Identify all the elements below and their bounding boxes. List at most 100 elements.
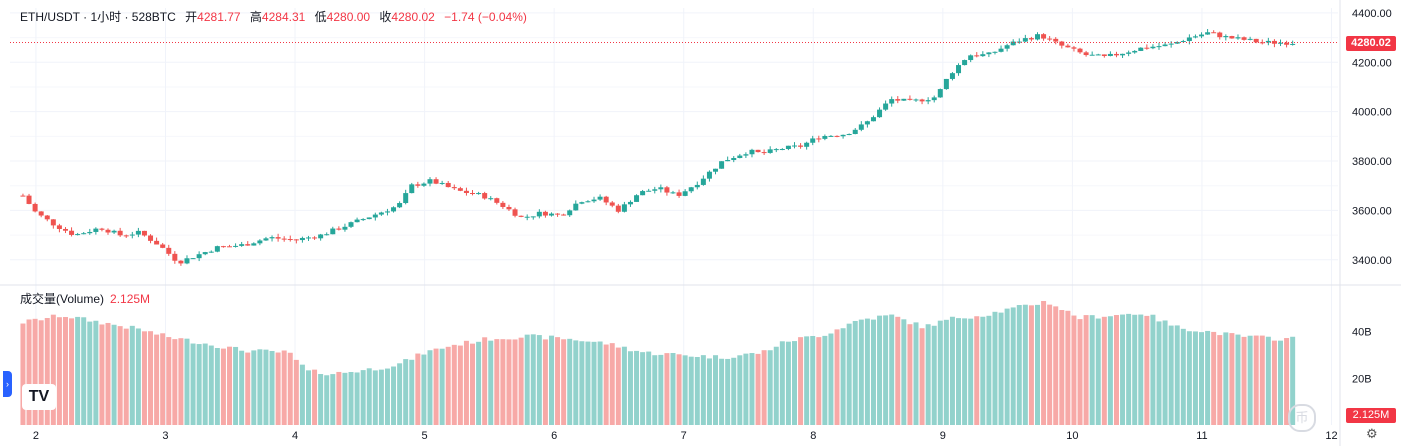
volume-bar <box>312 369 318 425</box>
candle-body <box>555 213 561 215</box>
candle-body <box>585 201 591 203</box>
candle-body <box>609 202 615 206</box>
candle-body <box>1150 46 1156 49</box>
chevron-right-icon[interactable]: › <box>3 371 12 397</box>
volume-bar <box>214 348 220 425</box>
volume-bar <box>281 350 287 425</box>
candle-body <box>312 237 318 239</box>
volume-bar <box>956 318 962 425</box>
candle-body <box>573 203 579 211</box>
volume-bar <box>1120 314 1126 425</box>
volume-bar <box>943 319 949 425</box>
volume-bar <box>305 370 311 425</box>
volume-legend[interactable]: 成交量(Volume) 2.125M <box>20 290 150 307</box>
volume-bar <box>949 316 955 425</box>
time-tick-label: 2 <box>33 430 39 442</box>
volume-bar <box>858 319 864 425</box>
volume-bar <box>1022 304 1028 425</box>
volume-axis[interactable]: 20B 40B <box>1352 327 1372 386</box>
candle-body <box>384 211 390 213</box>
volume-bar <box>688 356 694 425</box>
candle-body <box>536 211 542 217</box>
volume-bar <box>597 341 603 425</box>
candle-body <box>56 225 62 229</box>
candle-body <box>567 210 573 216</box>
candle-body <box>1211 32 1217 34</box>
volume-bar <box>160 333 166 425</box>
candle-body <box>1290 43 1296 45</box>
volume-bar <box>62 317 68 425</box>
volume-bar <box>864 318 870 425</box>
volume-bar <box>81 317 87 425</box>
volume-bar <box>56 317 62 425</box>
volume-value: 2.125M <box>110 292 151 306</box>
candle-body <box>634 195 640 202</box>
candle-body <box>895 99 901 101</box>
last-price-tag: 4280.02 <box>1346 36 1396 51</box>
candle-body <box>166 247 172 254</box>
candle-body <box>986 52 992 55</box>
candle-body <box>658 187 664 190</box>
volume-bar <box>640 352 646 425</box>
volume-bar <box>706 358 712 425</box>
candle-body <box>129 234 135 236</box>
candle-body <box>834 135 840 137</box>
price-axis[interactable]: 3400.00 3600.00 3800.00 4000.00 4200.00 4400.… <box>1352 8 1392 267</box>
candle-body <box>949 73 955 79</box>
candle-body <box>403 193 409 204</box>
candle-body <box>1059 41 1065 46</box>
tradingview-logo[interactable]: TV <box>22 384 56 410</box>
open-label: 开 <box>185 10 198 24</box>
candle-body <box>196 254 202 259</box>
symbol-title[interactable]: ETH/USDT · 1小时 · 528BTC <box>20 10 176 24</box>
chart-header: ETH/USDT · 1小时 · 528BTC 开4281.77 高4284.3… <box>20 8 527 25</box>
volume-bar <box>840 328 846 425</box>
volume-bar <box>409 359 415 425</box>
time-tick-label: 10 <box>1066 430 1078 442</box>
candle-body <box>937 89 943 98</box>
candle-body <box>281 238 287 240</box>
candle-body <box>354 219 360 223</box>
volume-bar <box>518 337 524 425</box>
volume-bar <box>1028 305 1034 425</box>
candle-body <box>870 117 876 122</box>
volume-bar <box>330 374 336 425</box>
volume-bar <box>1034 304 1040 425</box>
candle-body <box>1120 53 1126 56</box>
volume-bar <box>846 323 852 425</box>
candle-body <box>208 251 214 253</box>
volume-bar <box>166 337 172 425</box>
high-value: 4284.31 <box>261 10 306 24</box>
time-axis[interactable]: 2 3 4 5 6 7 8 9 10 11 12 <box>33 430 1338 442</box>
candle-body <box>676 192 682 196</box>
volume-bar <box>1126 313 1132 425</box>
volume-bar <box>482 337 488 425</box>
volume-bar <box>1101 316 1107 425</box>
low-label: 低 <box>314 10 327 24</box>
volume-bar <box>342 372 348 425</box>
candle-body <box>530 216 536 218</box>
volume-bar <box>609 343 615 425</box>
volume-bar <box>251 350 257 425</box>
candle-body <box>725 160 731 162</box>
volume-bar <box>937 320 943 425</box>
volume-bar <box>694 356 700 425</box>
volume-bar <box>1132 314 1138 425</box>
volume-bar <box>798 337 804 425</box>
volume-bar <box>172 339 178 425</box>
candle-body <box>828 135 834 137</box>
settings-gear-icon[interactable]: ⚙ <box>1366 426 1378 441</box>
volume-bar <box>263 349 269 425</box>
candle-body <box>360 219 366 221</box>
candle-body <box>962 60 968 66</box>
volume-bar <box>834 329 840 425</box>
volume-bar <box>548 335 554 425</box>
candle-body <box>1271 40 1277 44</box>
volume-bar <box>737 355 743 425</box>
candle-body <box>506 206 512 210</box>
candle-body <box>391 207 397 212</box>
candle-body <box>20 195 26 197</box>
candle-body <box>755 149 761 153</box>
candle-body <box>1034 34 1040 40</box>
volume-bar <box>378 369 384 425</box>
